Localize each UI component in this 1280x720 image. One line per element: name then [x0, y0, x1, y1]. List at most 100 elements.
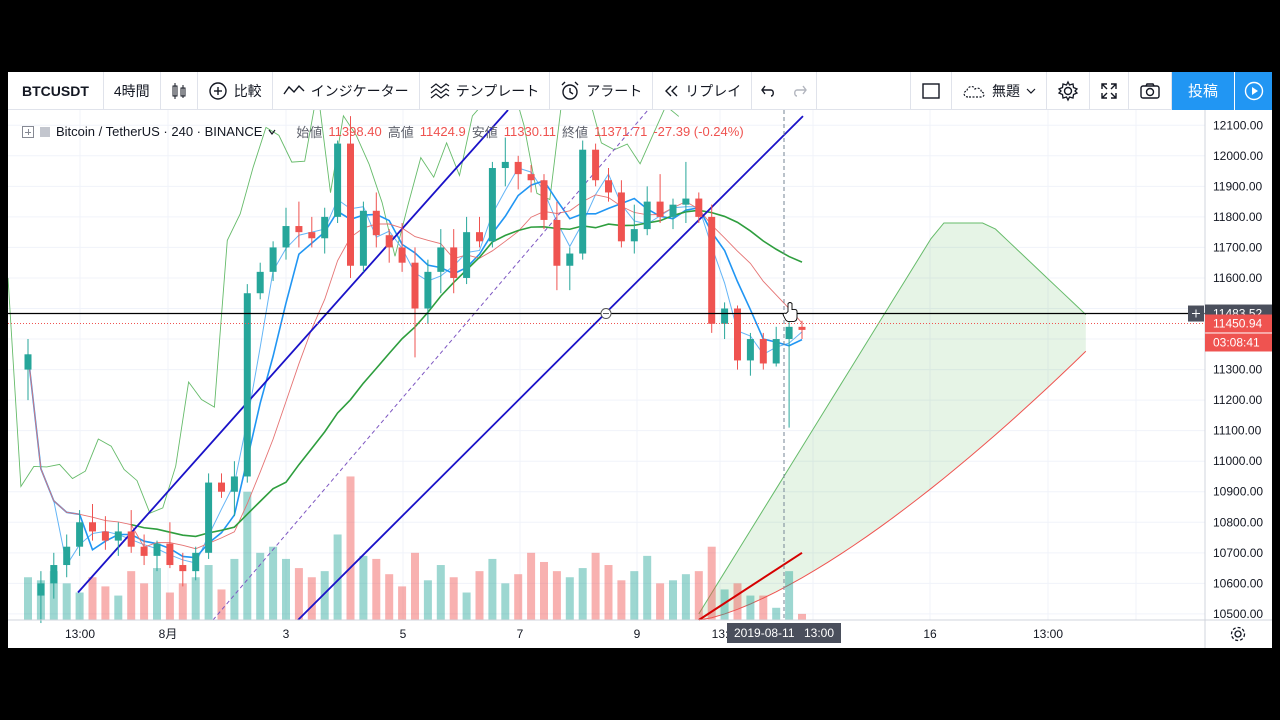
candle-body — [218, 482, 225, 492]
candle-body — [488, 168, 496, 242]
high-label: 高値 — [387, 125, 414, 140]
candle-body — [295, 226, 303, 233]
volume-bar — [398, 586, 407, 620]
candle-body — [424, 271, 432, 309]
alert-button[interactable]: アラート — [550, 71, 654, 110]
fullscreen-button[interactable] — [1090, 71, 1129, 110]
toolbar-right: 無題 投稿 — [909, 71, 1272, 110]
volume-bar — [24, 577, 32, 620]
candle-body — [514, 161, 522, 175]
volume-bar — [411, 552, 419, 620]
candle-body — [269, 247, 277, 272]
layout-name-button[interactable]: 無題 — [952, 71, 1047, 110]
volume-bar — [140, 583, 149, 620]
price-tick: 12100.00 — [1213, 118, 1263, 132]
alarm-clock-icon — [561, 81, 579, 100]
time-tick: 9 — [634, 627, 641, 641]
indicators-button[interactable]: インジケーター — [273, 71, 420, 110]
candle-body — [308, 232, 316, 239]
price-tick: 10500.00 — [1213, 607, 1263, 621]
volume-bar — [165, 592, 174, 620]
time-tick: 13:00 — [1033, 627, 1063, 641]
price-tick: 11600.00 — [1213, 271, 1262, 285]
candle-body — [140, 546, 148, 556]
time-tick: 13: — [712, 627, 729, 641]
countdown-label: 03:08:41 — [1213, 335, 1260, 349]
candle-body — [772, 339, 780, 364]
candle-body — [192, 552, 200, 572]
volume-bar — [669, 580, 677, 620]
undo-icon — [761, 85, 775, 97]
time-tick: 7 — [517, 627, 524, 641]
play-button[interactable] — [1234, 71, 1272, 110]
snapshot-button[interactable] — [1129, 71, 1172, 110]
chevron-down-icon — [1026, 88, 1036, 94]
volume-bar — [114, 595, 123, 620]
replay-button[interactable]: リプレイ — [653, 71, 753, 110]
volume-bar — [449, 577, 458, 620]
chevron-down-icon[interactable] — [268, 129, 276, 135]
price-tick: 11900.00 — [1213, 179, 1262, 193]
candle-body — [76, 522, 84, 547]
undo-button[interactable] — [752, 72, 784, 110]
templates-button[interactable]: テンプレート — [420, 71, 551, 110]
candle-body — [669, 204, 677, 217]
volume-bar — [346, 476, 355, 620]
symbol-search[interactable]: BTCUSDT — [8, 71, 104, 110]
open-value: 11398.40 — [328, 124, 382, 139]
crosshair-time-label: 13:00 — [804, 626, 834, 640]
candle-body — [153, 543, 161, 556]
candle-body — [282, 226, 290, 248]
price-chart[interactable]: 12100.00 12000.00 11900.00 11800.00 11700.00… — [8, 110, 1272, 648]
time-tick: 8月 — [159, 627, 178, 641]
chart-area[interactable]: 12100.00 12000.00 11900.00 11800.00 11700.00… — [8, 110, 1272, 648]
volume-bar — [359, 555, 368, 620]
volume-bar — [656, 583, 665, 620]
volume-bar — [333, 534, 342, 620]
compare-button[interactable]: 比較 — [198, 71, 273, 110]
plus-circle-icon — [208, 81, 227, 100]
candle-body — [527, 174, 535, 181]
chart-background — [8, 110, 1272, 648]
volume-bar — [475, 571, 484, 620]
lagging-span — [8, 110, 680, 514]
price-tick: 10800.00 — [1213, 515, 1263, 529]
compare-label: 比較 — [233, 82, 262, 99]
price-tick: 10900.00 — [1213, 485, 1263, 499]
last-price-bg — [1205, 314, 1272, 333]
price-tick: 12000.00 — [1213, 149, 1263, 163]
candle-body — [243, 293, 251, 477]
candle-body — [721, 308, 729, 324]
candle-body — [643, 201, 651, 230]
volume-bar — [643, 555, 652, 620]
templates-label: テンプレート — [455, 82, 540, 99]
candle-body — [734, 308, 741, 361]
legend-title[interactable]: Bitcoin / TetherUS · 240 · BINANCE — [56, 124, 263, 139]
price-tick: 11800.00 — [1213, 210, 1262, 224]
candle-body — [656, 201, 664, 217]
settings-button[interactable] — [1047, 71, 1090, 110]
candle-body — [630, 229, 638, 242]
volume-bar — [462, 592, 471, 620]
candle-body — [334, 143, 342, 217]
price-tick: 11300.00 — [1213, 363, 1262, 377]
change-value: -27.39 (-0.24%) — [653, 124, 744, 139]
publish-button[interactable]: 投稿 — [1171, 71, 1234, 110]
plus-icon — [1192, 309, 1200, 318]
candle-body — [617, 192, 625, 242]
collapse-legend-icon[interactable] — [22, 125, 34, 138]
chart-style-button[interactable] — [161, 71, 198, 110]
interval-button[interactable]: 4時間 — [104, 71, 161, 110]
crosshair-time-bg — [727, 623, 841, 643]
axis-settings-icon[interactable] — [1230, 626, 1246, 642]
price-tick: 11000.00 — [1213, 454, 1262, 468]
price-tick: 10700.00 — [1213, 546, 1263, 560]
redo-button[interactable] — [784, 71, 818, 110]
fullscreen-layout-button[interactable] — [909, 71, 952, 110]
volume-bar — [720, 589, 729, 620]
volume-bar — [772, 607, 781, 620]
volume-bar — [785, 571, 794, 620]
candle-body — [398, 247, 406, 263]
candle-body — [166, 543, 174, 566]
expand-icon — [1101, 82, 1117, 99]
